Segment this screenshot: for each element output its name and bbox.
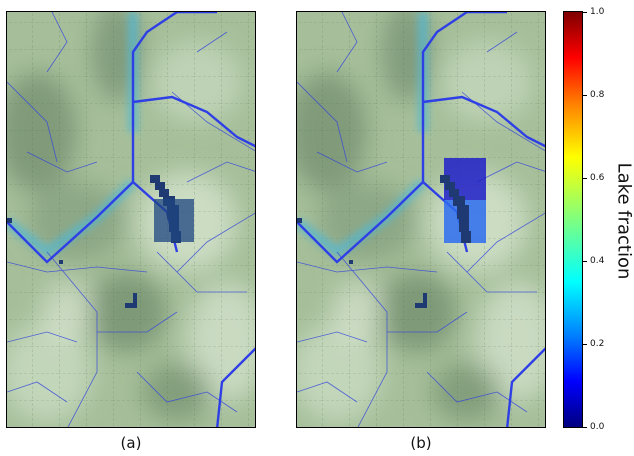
colorbar-tick-label: 0.0 [590, 422, 605, 432]
colorbar-tick-label: 0.8 [590, 90, 605, 100]
lake-fraction-cell [154, 199, 194, 242]
colorbar-tick [583, 261, 587, 262]
colorbar-tick-label: 0.6 [590, 173, 605, 183]
map-b-svg [297, 12, 545, 427]
colorbar-tick-label: 0.2 [590, 339, 605, 349]
colorbar-tick [583, 427, 587, 428]
colorbar-label: Lake fraction [612, 163, 634, 280]
lake-fraction-colorbar [563, 11, 583, 428]
drainage-network [7, 12, 255, 427]
panel-a-caption: (a) [120, 434, 142, 452]
lake-cells [297, 175, 471, 308]
colorbar-tick-label: 0.4 [590, 256, 605, 266]
colorbar-tick [583, 95, 587, 96]
colorbar-label-text: Lake fraction [613, 162, 634, 280]
map-panel-b [296, 11, 546, 428]
drainage-network [297, 12, 545, 427]
colorbar-tick-label: 1.0 [590, 7, 605, 17]
colorbar-tick [583, 344, 587, 345]
panel-b-caption: (b) [410, 434, 432, 452]
map-a-svg [7, 12, 255, 427]
colorbar-tick [583, 12, 587, 13]
colorbar-tick [583, 178, 587, 179]
map-panel-a [6, 11, 256, 428]
